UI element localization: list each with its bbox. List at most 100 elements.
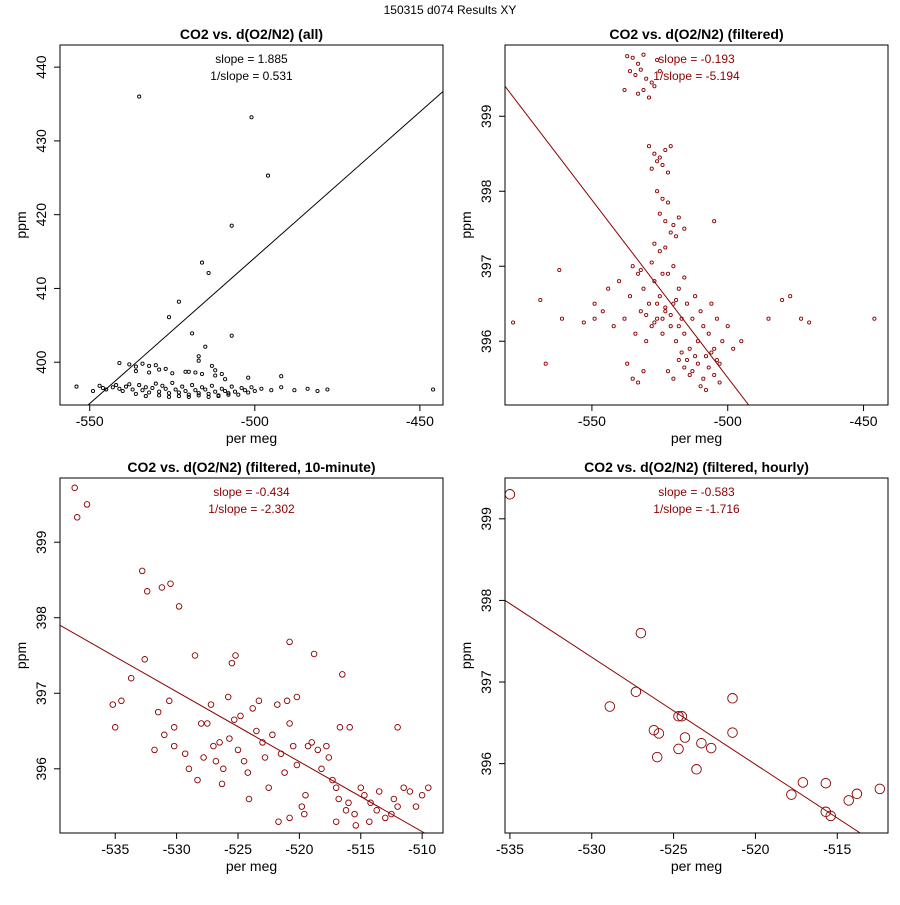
data-point	[52, 386, 55, 389]
data-point	[633, 72, 638, 78]
data-point	[97, 383, 102, 388]
data-point	[388, 810, 395, 818]
data-point	[668, 144, 673, 149]
data-point	[652, 320, 657, 325]
data-point	[274, 701, 281, 708]
inverse-slope-annotation: 1/slope = -5.194	[653, 69, 740, 83]
slope-annotation: slope = -0.583	[658, 485, 735, 499]
data-point	[425, 784, 432, 791]
data-point	[698, 384, 703, 389]
data-point	[261, 754, 269, 761]
data-point	[382, 814, 389, 822]
data-point	[644, 339, 649, 344]
data-point	[323, 742, 330, 750]
data-point	[83, 501, 91, 508]
data-point	[244, 769, 252, 776]
data-point	[212, 757, 220, 765]
x-tick-label: -525	[660, 841, 688, 857]
data-point	[638, 309, 643, 314]
y-tick-label: 420	[33, 203, 49, 227]
chart-panel-4: CO2 vs. d(O2/N2) (filtered, hourly) slope…	[458, 459, 889, 874]
data-point	[166, 315, 172, 320]
data-point	[137, 94, 142, 99]
x-tick-label: -525	[224, 841, 252, 857]
data-point	[109, 701, 117, 708]
data-point	[210, 742, 217, 750]
data-point	[872, 316, 877, 321]
data-point	[117, 386, 122, 391]
x-tick-label: -550	[76, 413, 104, 429]
data-point	[293, 693, 301, 701]
data-point	[714, 316, 719, 321]
data-point	[712, 219, 717, 224]
data-point	[351, 810, 358, 818]
data-point	[720, 339, 725, 344]
data-point	[851, 788, 863, 800]
fit-line	[87, 91, 443, 405]
data-point	[186, 394, 191, 399]
data-point	[390, 795, 398, 803]
data-point	[74, 384, 79, 389]
data-point	[657, 294, 662, 299]
data-point	[638, 267, 643, 273]
data-point	[160, 383, 165, 388]
data-point	[636, 91, 641, 96]
data-point	[690, 369, 695, 374]
data-point	[648, 724, 660, 736]
data-point	[630, 55, 635, 60]
data-point	[147, 363, 152, 368]
data-point	[687, 372, 692, 378]
data-point	[286, 638, 293, 646]
data-point	[684, 357, 690, 363]
data-point	[206, 394, 211, 399]
data-point	[696, 737, 707, 749]
data-point	[679, 732, 691, 743]
data-point	[279, 374, 284, 379]
data-point	[592, 301, 597, 306]
data-point	[35, 389, 38, 392]
data-point	[655, 316, 660, 321]
data-point	[668, 312, 673, 318]
data-point	[318, 765, 325, 773]
data-point	[232, 389, 238, 394]
data-point	[559, 316, 565, 321]
data-point	[183, 388, 188, 394]
data-point	[281, 769, 288, 776]
data-point	[120, 388, 125, 394]
data-point	[265, 173, 271, 178]
data-point	[314, 746, 322, 754]
data-point	[714, 357, 719, 363]
data-point	[706, 365, 711, 370]
data-point	[140, 388, 145, 393]
data-point	[335, 795, 342, 803]
data-point	[646, 301, 652, 306]
data-point	[157, 389, 162, 394]
data-point	[687, 346, 692, 351]
data-point	[176, 390, 181, 395]
data-point	[557, 267, 562, 273]
data-point	[709, 350, 714, 355]
data-point	[117, 360, 122, 366]
data-point	[655, 57, 660, 63]
data-points	[511, 52, 877, 393]
data-point	[286, 814, 293, 822]
data-point	[193, 388, 198, 393]
plot-frame	[504, 44, 889, 406]
data-point	[665, 200, 671, 205]
plot-frame	[59, 44, 444, 406]
data-point	[505, 489, 516, 500]
y-tick-label: 397	[478, 254, 494, 278]
data-point	[660, 196, 665, 201]
x-tick-label: -510	[408, 841, 436, 857]
data-point	[197, 720, 205, 727]
data-point	[213, 368, 218, 373]
data-point	[118, 697, 125, 705]
data-point	[693, 354, 698, 359]
y-tick-label: 396	[478, 329, 494, 353]
y-tick-label: 430	[33, 129, 49, 153]
data-point	[366, 818, 373, 825]
data-point	[676, 324, 681, 329]
data-point	[191, 652, 199, 659]
data-point	[236, 392, 241, 397]
x-tick-label: -530	[578, 841, 606, 857]
